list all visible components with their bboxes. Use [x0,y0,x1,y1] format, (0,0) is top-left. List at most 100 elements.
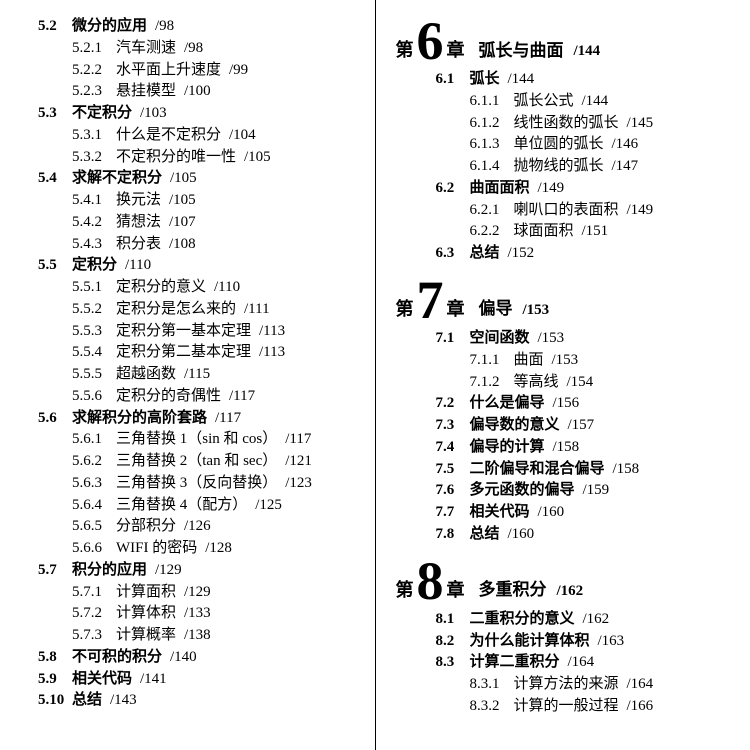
toc-entry: 8.3.2计算的一般过程/166 [396,696,721,718]
entry-page: /105 [244,149,271,165]
entry-number: 5.4 [38,168,72,190]
entry-page: /145 [627,115,654,131]
toc-entry: 6.1弧长/144 [396,69,721,91]
entry-page: /164 [627,676,654,692]
entry-number: 5.3 [38,103,72,125]
entry-page: /138 [184,627,211,643]
chapter-block: 第6章弧长与曲面/1446.1弧长/1446.1.1弧长公式/1446.1.2线… [396,20,721,265]
entry-number: 6.2.2 [470,221,514,243]
toc-entry: 5.3.2不定积分的唯一性/105 [38,147,358,169]
entry-number: 7.5 [436,459,470,481]
entry-number: 8.3.2 [470,696,514,718]
entry-page: /153 [538,330,565,346]
entry-page: /149 [538,180,565,196]
entry-title: 积分的应用 [72,562,147,578]
chapter-heading: 第7章偏导/153 [396,279,721,322]
entry-title: 等高线 [514,374,559,390]
toc-entry: 8.3计算二重积分/164 [396,652,721,674]
toc-entry: 7.1空间函数/153 [396,328,721,350]
chapter-suffix: 章 [447,296,465,322]
toc-entry: 7.8总结/160 [396,524,721,546]
entry-page: /98 [155,18,174,34]
entry-title: 偏导数的意义 [470,417,560,433]
entry-title: 定积分的奇偶性 [116,388,221,404]
chapter-title: 偏导 [479,297,513,322]
entry-title: 二阶偏导和混合偏导 [470,461,605,477]
entry-page: /143 [110,692,137,708]
entry-page: /110 [214,279,240,295]
toc-entry: 5.4.1换元法/105 [38,190,358,212]
toc-entry: 5.5.5超越函数/115 [38,364,358,386]
chapter-title: 多重积分 [479,578,547,603]
toc-entry: 5.2微分的应用/98 [38,16,358,38]
entry-number: 7.1 [436,328,470,350]
toc-entry: 5.5定积分/110 [38,255,358,277]
toc-entry: 5.6.3三角替换 3（反向替换）/123 [38,473,358,495]
toc-entry: 5.5.4定积分第二基本定理/113 [38,342,358,364]
chapter-page: /162 [557,581,584,603]
toc-entry: 7.5二阶偏导和混合偏导/158 [396,459,721,481]
chapter-heading: 第8章多重积分/162 [396,560,721,603]
entry-title: 三角替换 3（反向替换） [116,475,277,491]
entry-title: 空间函数 [470,330,530,346]
entry-title: 水平面上升速度 [116,62,221,78]
entry-number: 5.5.3 [72,321,116,343]
toc-entry: 5.7.3计算概率/138 [38,625,358,647]
entry-page: /156 [553,395,580,411]
entry-page: /121 [285,453,312,469]
entry-title: 计算方法的来源 [514,676,619,692]
entry-page: /105 [169,192,196,208]
chapter-number: 6 [417,20,444,63]
entry-page: /108 [169,236,196,252]
entry-title: 总结 [470,245,500,261]
entry-page: /123 [285,475,312,491]
entry-title: 曲面 [514,352,544,368]
entry-title: 计算的一般过程 [514,698,619,714]
entry-title: 不可积的积分 [72,649,162,665]
entry-title: 定积分第二基本定理 [116,344,251,360]
entry-page: /149 [627,202,654,218]
entry-number: 8.2 [436,631,470,653]
entry-page: /151 [582,223,609,239]
entry-number: 5.6.5 [72,516,116,538]
toc-entry: 8.1二重积分的意义/162 [396,609,721,631]
toc-entry: 5.8不可积的积分/140 [38,647,358,669]
entry-page: /166 [627,698,654,714]
chapter-number: 7 [417,279,444,322]
entry-title: 不定积分的唯一性 [116,149,236,165]
toc-entry: 7.4偏导的计算/158 [396,437,721,459]
toc-entry: 6.2曲面面积/149 [396,178,721,200]
toc-entry: 6.1.3单位圆的弧长/146 [396,134,721,156]
toc-entry: 7.3偏导数的意义/157 [396,415,721,437]
entry-page: /117 [215,410,241,426]
toc-entry: 6.2.2球面面积/151 [396,221,721,243]
entry-number: 5.4.2 [72,212,116,234]
entry-page: /129 [155,562,182,578]
left-column: 5.2微分的应用/985.2.1汽车测速/985.2.2水平面上升速度/995.… [0,0,368,750]
entry-title: 三角替换 1（sin 和 cos） [116,431,277,447]
toc-page: 5.2微分的应用/985.2.1汽车测速/985.2.2水平面上升速度/995.… [0,0,750,750]
chapter-heading: 第6章弧长与曲面/144 [396,20,721,63]
entry-page: /144 [582,93,609,109]
toc-entry: 5.5.3定积分第一基本定理/113 [38,321,358,343]
entry-title: 什么是不定积分 [116,127,221,143]
toc-entry: 7.6多元函数的偏导/159 [396,480,721,502]
entry-title: 喇叭口的表面积 [514,202,619,218]
entry-number: 5.6 [38,408,72,430]
entry-title: 弧长公式 [514,93,574,109]
entry-page: /103 [140,105,167,121]
entry-title: 计算体积 [116,605,176,621]
toc-entry: 5.6.6WIFI 的密码/128 [38,538,358,560]
toc-entry: 5.6.4三角替换 4（配方）/125 [38,495,358,517]
entry-page: /154 [567,374,594,390]
entry-title: 单位圆的弧长 [514,136,604,152]
entry-title: WIFI 的密码 [116,540,197,556]
entry-page: /163 [598,633,625,649]
entry-number: 5.4.3 [72,234,116,256]
entry-title: 积分表 [116,236,161,252]
entry-page: /159 [583,482,610,498]
toc-entry: 5.5.1定积分的意义/110 [38,277,358,299]
toc-entry: 7.1.1曲面/153 [396,350,721,372]
entry-page: /146 [612,136,639,152]
chapter-block: 第8章多重积分/1628.1二重积分的意义/1628.2为什么能计算体积/163… [396,560,721,718]
